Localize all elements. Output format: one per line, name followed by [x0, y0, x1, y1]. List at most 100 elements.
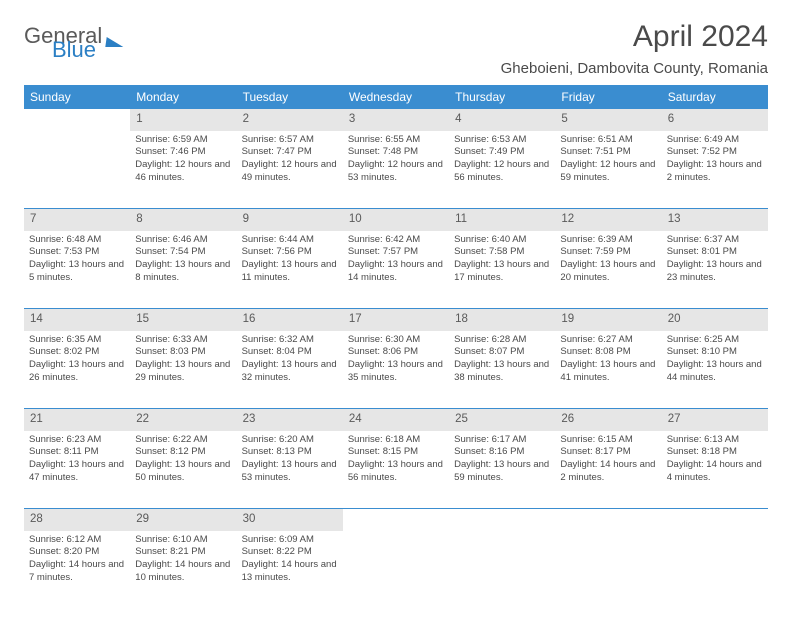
- day-content-row: Sunrise: 6:12 AMSunset: 8:20 PMDaylight:…: [24, 531, 768, 609]
- day-cell: Sunrise: 6:17 AMSunset: 8:16 PMDaylight:…: [449, 431, 555, 509]
- day-cell: Sunrise: 6:39 AMSunset: 7:59 PMDaylight:…: [555, 231, 661, 309]
- day-number-cell: 19: [555, 309, 661, 331]
- daynum-row: 14151617181920: [24, 309, 768, 331]
- day-number-cell: 22: [130, 409, 236, 431]
- day-cell: Sunrise: 6:13 AMSunset: 8:18 PMDaylight:…: [662, 431, 768, 509]
- sunrise-line: Sunrise: 6:33 AM: [135, 334, 231, 347]
- sunset-line: Sunset: 7:56 PM: [242, 246, 338, 259]
- sunrise-line: Sunrise: 6:09 AM: [242, 534, 338, 547]
- day-cell: Sunrise: 6:49 AMSunset: 7:52 PMDaylight:…: [662, 131, 768, 209]
- day-number-cell: 23: [237, 409, 343, 431]
- sunrise-line: Sunrise: 6:39 AM: [560, 234, 656, 247]
- sunrise-line: Sunrise: 6:30 AM: [348, 334, 444, 347]
- day-content-row: Sunrise: 6:59 AMSunset: 7:46 PMDaylight:…: [24, 131, 768, 209]
- day-cell: Sunrise: 6:35 AMSunset: 8:02 PMDaylight:…: [24, 331, 130, 409]
- location-subtitle: Gheboieni, Dambovita County, Romania: [501, 60, 768, 77]
- weekday-header: Saturday: [662, 85, 768, 109]
- sunset-line: Sunset: 7:57 PM: [348, 246, 444, 259]
- sunset-line: Sunset: 8:13 PM: [242, 446, 338, 459]
- day-cell: Sunrise: 6:27 AMSunset: 8:08 PMDaylight:…: [555, 331, 661, 409]
- day-number-cell: 1: [130, 109, 236, 131]
- day-cell: Sunrise: 6:25 AMSunset: 8:10 PMDaylight:…: [662, 331, 768, 409]
- daylight-line: Daylight: 13 hours and 53 minutes.: [242, 459, 338, 485]
- day-cell: Sunrise: 6:23 AMSunset: 8:11 PMDaylight:…: [24, 431, 130, 509]
- daylight-line: Daylight: 13 hours and 23 minutes.: [667, 259, 763, 285]
- sunset-line: Sunset: 8:10 PM: [667, 346, 763, 359]
- weekday-header: Friday: [555, 85, 661, 109]
- day-number-cell: [343, 509, 449, 531]
- weekday-header: Thursday: [449, 85, 555, 109]
- daylight-line: Daylight: 12 hours and 59 minutes.: [560, 159, 656, 185]
- sunrise-line: Sunrise: 6:18 AM: [348, 434, 444, 447]
- daylight-line: Daylight: 14 hours and 4 minutes.: [667, 459, 763, 485]
- day-number-cell: 14: [24, 309, 130, 331]
- sunrise-line: Sunrise: 6:46 AM: [135, 234, 231, 247]
- daylight-line: Daylight: 13 hours and 14 minutes.: [348, 259, 444, 285]
- daynum-row: 123456: [24, 109, 768, 131]
- weekday-header: Wednesday: [343, 85, 449, 109]
- month-title: April 2024: [501, 20, 768, 54]
- sunset-line: Sunset: 8:17 PM: [560, 446, 656, 459]
- day-cell: Sunrise: 6:57 AMSunset: 7:47 PMDaylight:…: [237, 131, 343, 209]
- day-number-cell: 17: [343, 309, 449, 331]
- sunset-line: Sunset: 7:46 PM: [135, 146, 231, 159]
- sunset-line: Sunset: 7:51 PM: [560, 146, 656, 159]
- day-number-cell: 6: [662, 109, 768, 131]
- day-number-cell: 5: [555, 109, 661, 131]
- sunset-line: Sunset: 7:53 PM: [29, 246, 125, 259]
- daylight-line: Daylight: 12 hours and 46 minutes.: [135, 159, 231, 185]
- daylight-line: Daylight: 13 hours and 50 minutes.: [135, 459, 231, 485]
- sunrise-line: Sunrise: 6:17 AM: [454, 434, 550, 447]
- day-cell: Sunrise: 6:46 AMSunset: 7:54 PMDaylight:…: [130, 231, 236, 309]
- day-number-cell: [24, 109, 130, 131]
- daylight-line: Daylight: 13 hours and 35 minutes.: [348, 359, 444, 385]
- sunset-line: Sunset: 8:02 PM: [29, 346, 125, 359]
- sunrise-line: Sunrise: 6:59 AM: [135, 134, 231, 147]
- sunset-line: Sunset: 7:49 PM: [454, 146, 550, 159]
- sunset-line: Sunset: 8:18 PM: [667, 446, 763, 459]
- day-number-cell: 20: [662, 309, 768, 331]
- sunrise-line: Sunrise: 6:15 AM: [560, 434, 656, 447]
- day-number-cell: 28: [24, 509, 130, 531]
- daylight-line: Daylight: 13 hours and 8 minutes.: [135, 259, 231, 285]
- day-number-cell: 16: [237, 309, 343, 331]
- calendar-table: SundayMondayTuesdayWednesdayThursdayFrid…: [24, 85, 768, 609]
- day-number-cell: 13: [662, 209, 768, 231]
- sunrise-line: Sunrise: 6:13 AM: [667, 434, 763, 447]
- sunset-line: Sunset: 8:16 PM: [454, 446, 550, 459]
- calendar-head: SundayMondayTuesdayWednesdayThursdayFrid…: [24, 85, 768, 109]
- day-cell: Sunrise: 6:40 AMSunset: 7:58 PMDaylight:…: [449, 231, 555, 309]
- day-cell: Sunrise: 6:22 AMSunset: 8:12 PMDaylight:…: [130, 431, 236, 509]
- day-cell: [343, 531, 449, 609]
- sunset-line: Sunset: 8:01 PM: [667, 246, 763, 259]
- weekday-header: Sunday: [24, 85, 130, 109]
- sunset-line: Sunset: 7:54 PM: [135, 246, 231, 259]
- day-cell: Sunrise: 6:12 AMSunset: 8:20 PMDaylight:…: [24, 531, 130, 609]
- sunrise-line: Sunrise: 6:35 AM: [29, 334, 125, 347]
- day-number-cell: [449, 509, 555, 531]
- day-number-cell: 7: [24, 209, 130, 231]
- sail-icon: [106, 37, 125, 47]
- sunset-line: Sunset: 7:59 PM: [560, 246, 656, 259]
- weekday-header: Tuesday: [237, 85, 343, 109]
- day-number-cell: 8: [130, 209, 236, 231]
- day-number-cell: 27: [662, 409, 768, 431]
- daylight-line: Daylight: 13 hours and 2 minutes.: [667, 159, 763, 185]
- day-cell: Sunrise: 6:30 AMSunset: 8:06 PMDaylight:…: [343, 331, 449, 409]
- day-content-row: Sunrise: 6:48 AMSunset: 7:53 PMDaylight:…: [24, 231, 768, 309]
- daylight-line: Daylight: 13 hours and 32 minutes.: [242, 359, 338, 385]
- daylight-line: Daylight: 14 hours and 2 minutes.: [560, 459, 656, 485]
- day-number-cell: 26: [555, 409, 661, 431]
- daylight-line: Daylight: 13 hours and 29 minutes.: [135, 359, 231, 385]
- sunrise-line: Sunrise: 6:20 AM: [242, 434, 338, 447]
- daylight-line: Daylight: 13 hours and 17 minutes.: [454, 259, 550, 285]
- sunset-line: Sunset: 8:21 PM: [135, 546, 231, 559]
- daylight-line: Daylight: 14 hours and 7 minutes.: [29, 559, 125, 585]
- day-cell: Sunrise: 6:51 AMSunset: 7:51 PMDaylight:…: [555, 131, 661, 209]
- day-cell: [662, 531, 768, 609]
- sunrise-line: Sunrise: 6:51 AM: [560, 134, 656, 147]
- sunrise-line: Sunrise: 6:27 AM: [560, 334, 656, 347]
- brand-logo: General Blue: [24, 26, 124, 60]
- sunrise-line: Sunrise: 6:49 AM: [667, 134, 763, 147]
- day-number-cell: 2: [237, 109, 343, 131]
